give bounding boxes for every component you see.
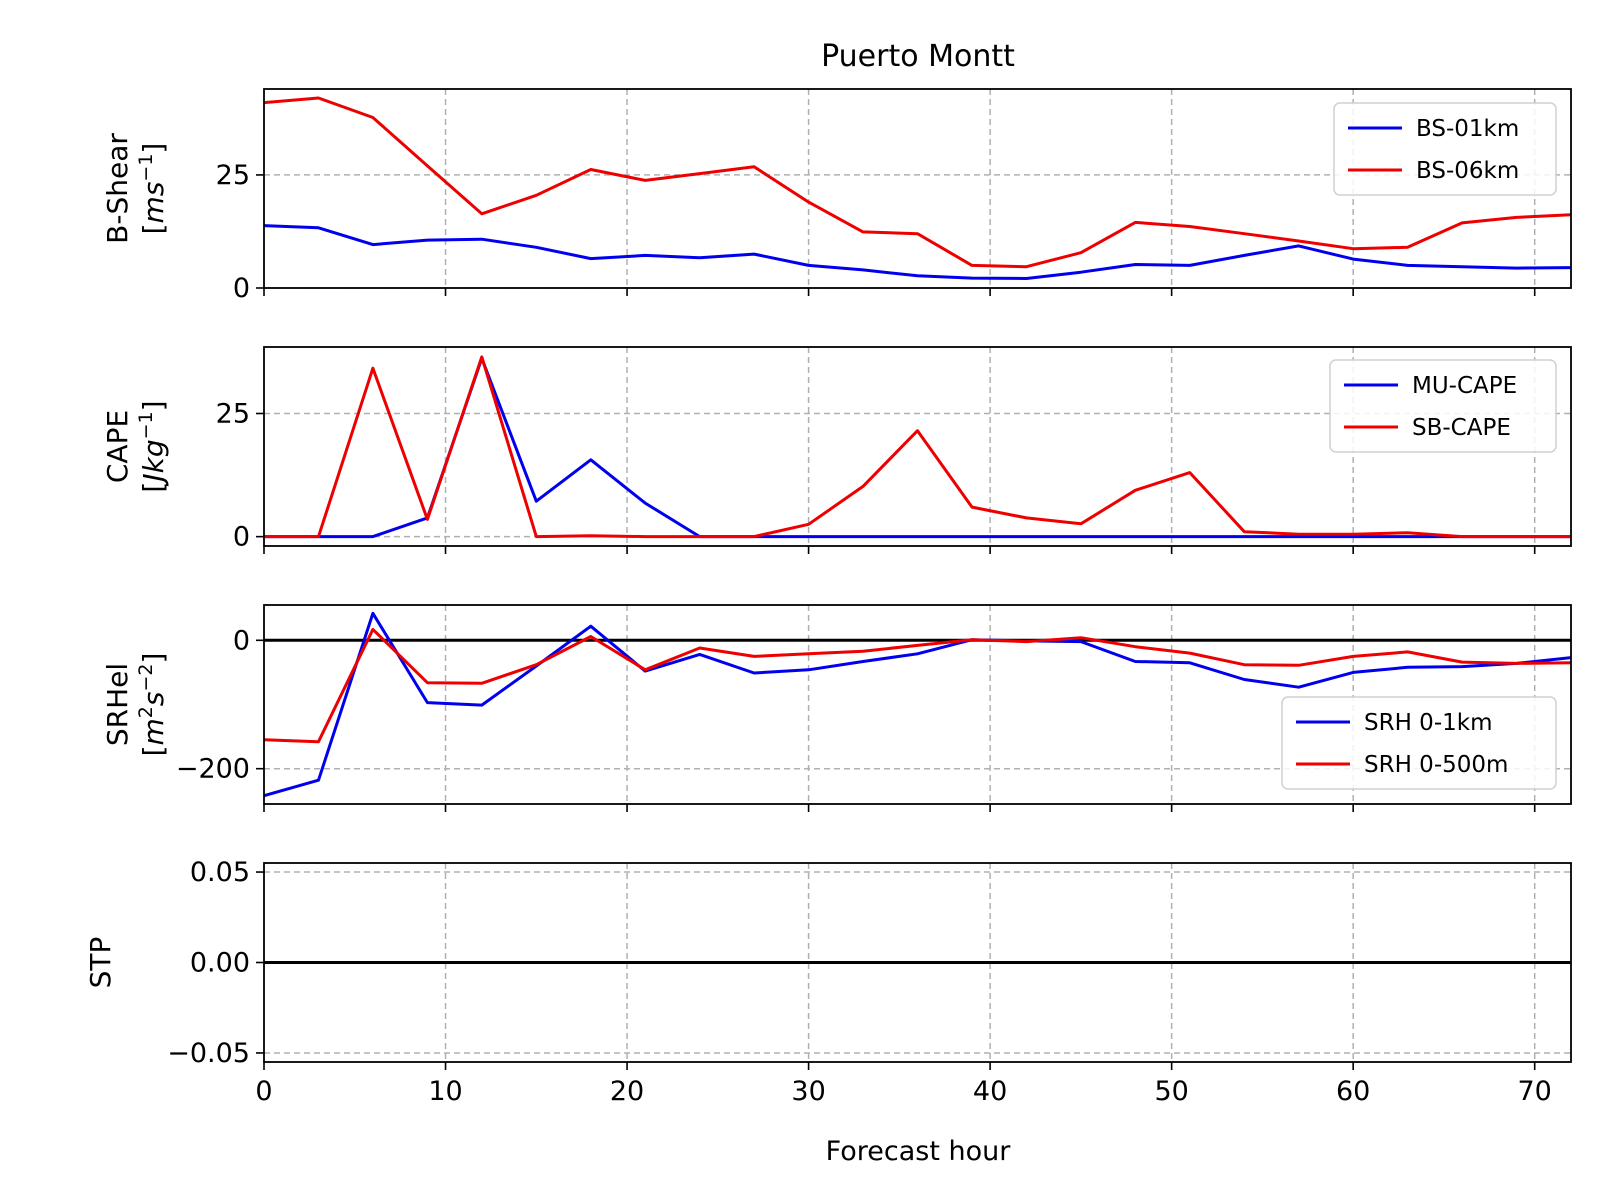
x-tick-label: 10 (428, 1076, 462, 1107)
x-axis-label: Forecast hour (826, 1136, 1012, 1167)
y-tick-label: −200 (176, 754, 250, 785)
legend-label: BS-01km (1416, 116, 1519, 142)
legend-label: SRH 0-1km (1364, 710, 1492, 736)
y-axis-label: B-Shear (101, 133, 134, 244)
axes-frame (263, 604, 1572, 805)
panel-cape: 0 25 CAPE[Jkg−1] MU-CAPE SB-CAPE (101, 346, 1572, 554)
x-tick-label: 30 (791, 1076, 825, 1107)
y-axis-unit-part: ms (137, 182, 170, 224)
y-axis-unit-part: ] (137, 653, 170, 664)
legend-label: SB-CAPE (1412, 415, 1511, 441)
y-axis-unit-part: s (137, 692, 170, 707)
x-tick-label: 0 (255, 1076, 272, 1107)
axes-frame (263, 862, 1572, 1063)
legend-box (1333, 102, 1557, 196)
legend-box (1329, 359, 1557, 453)
x-tick-label: 70 (1518, 1076, 1552, 1107)
panel-stp: 0 10 20 30 40 50 60 70 0.05 0.00 −0.05 STP (84, 857, 1572, 1107)
legend: MU-CAPE SB-CAPE (1329, 359, 1557, 453)
y-axis-unit-part: Jkg (137, 439, 170, 486)
y-axis-unit: [m2s−2] (135, 653, 170, 757)
axes-frame (263, 88, 1572, 289)
y-axis-unit-part: −1 (135, 411, 157, 439)
panel-bshear: 0 25 B-Shear [ms−1] BS-01km BS-06km (101, 88, 1572, 304)
legend-label: BS-06km (1416, 158, 1519, 184)
legend: BS-01km BS-06km (1333, 102, 1557, 196)
y-axis-unit: [ms−1] (135, 143, 170, 235)
y-axis-unit-part: ] (137, 143, 170, 154)
legend-label: MU-CAPE (1412, 373, 1517, 399)
y-axis-unit-part: −1 (135, 154, 157, 182)
y-axis-unit-part: [ (137, 223, 170, 234)
x-tick-label: 40 (973, 1076, 1007, 1107)
y-tick-label: 0 (233, 273, 250, 304)
y-tick-label: 0 (233, 522, 250, 553)
x-tick-label: 20 (610, 1076, 644, 1107)
x-tick-label: 50 (1154, 1076, 1188, 1107)
y-tick-label: −0.05 (167, 1038, 250, 1069)
chart-title: Puerto Montt (821, 39, 1015, 74)
y-axis-unit-part: 2 (135, 706, 157, 718)
y-axis-label: STP (84, 937, 117, 989)
y-axis-label: SRHel (101, 663, 134, 746)
legend: SRH 0-1km SRH 0-500m (1281, 696, 1557, 790)
legend-label: SRH 0-500m (1364, 752, 1508, 778)
y-tick-label: 0.00 (190, 948, 250, 979)
y-axis-label: CAPE (101, 410, 134, 483)
y-axis-unit-part: −2 (135, 664, 157, 692)
axes-frame (263, 346, 1572, 547)
y-tick-label: 25 (216, 398, 250, 429)
y-tick-label: 0.05 (190, 857, 250, 888)
y-axis-unit-part: ] (137, 400, 170, 411)
x-tick-label: 60 (1336, 1076, 1370, 1107)
legend-box (1281, 696, 1557, 790)
y-axis-unit: [Jkg−1] (135, 400, 170, 492)
y-axis-unit-part: m (137, 718, 170, 745)
y-tick-label: 25 (216, 160, 250, 191)
y-axis-unit-part: [ (137, 745, 170, 756)
panel-srhel: 0 −200 SRHel[m2s−2] SRH 0-1km SRH 0-500m (101, 604, 1572, 812)
y-tick-label: 0 (233, 625, 250, 656)
y-axis-unit-part: [ (137, 482, 170, 493)
